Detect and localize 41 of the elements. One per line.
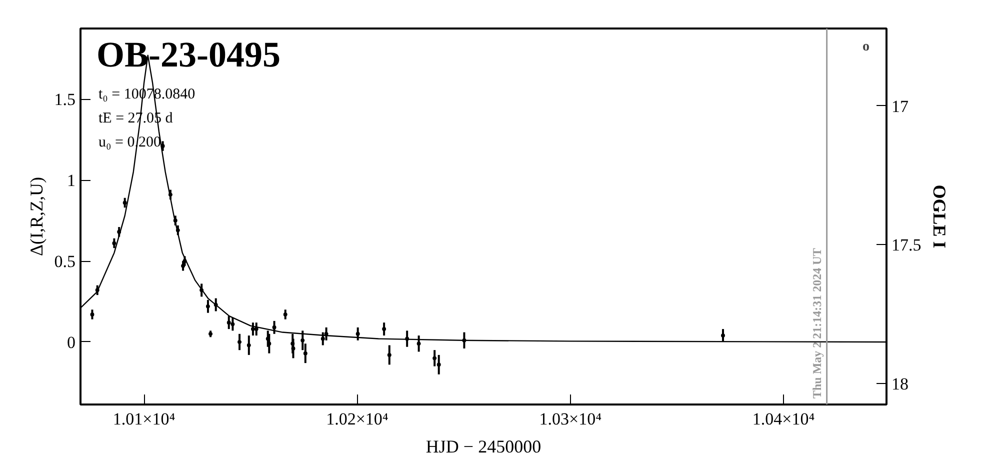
point bbox=[250, 327, 255, 332]
x-tick-label: 1.03×10⁴ bbox=[539, 410, 602, 428]
point bbox=[721, 334, 725, 338]
point bbox=[387, 352, 392, 357]
point bbox=[356, 332, 360, 336]
point bbox=[230, 322, 235, 326]
point bbox=[291, 346, 296, 350]
y-tick-label: 1 bbox=[67, 171, 76, 190]
x-tick-label: 1.04×10⁴ bbox=[752, 410, 815, 428]
x-axis-title: HJD − 2450000 bbox=[426, 436, 542, 456]
point bbox=[303, 351, 308, 356]
x-tick-label: 1.01×10⁴ bbox=[112, 410, 176, 428]
point bbox=[320, 336, 325, 341]
y-tick-label: 0 bbox=[67, 332, 76, 352]
point bbox=[181, 264, 186, 268]
y-tick-label: 1.5 bbox=[54, 90, 76, 110]
y-tick-label: 0.5 bbox=[54, 252, 76, 272]
point bbox=[283, 312, 288, 316]
point bbox=[246, 343, 251, 348]
y2-tick-label: 18 bbox=[892, 374, 908, 394]
annotation: OB-23-0495 bbox=[96, 34, 280, 74]
point bbox=[290, 342, 295, 346]
point bbox=[90, 312, 94, 316]
y2-tick-label: 17.5 bbox=[892, 236, 922, 255]
point bbox=[206, 304, 210, 308]
point bbox=[272, 325, 276, 330]
point bbox=[112, 241, 116, 246]
y2-tick-label: 17 bbox=[892, 96, 909, 116]
y-axis-title: Δ(I,R,Z,U) bbox=[26, 176, 46, 256]
point bbox=[122, 200, 127, 205]
annotation: Thu May 2 21:14:31 2024 UT bbox=[810, 248, 824, 398]
point bbox=[300, 338, 305, 342]
point bbox=[254, 327, 258, 332]
point bbox=[382, 327, 386, 332]
point bbox=[432, 356, 437, 360]
y2-axis-title: OGLE I bbox=[929, 184, 950, 248]
x-tick-label: 1.02×10⁴ bbox=[326, 410, 388, 428]
point bbox=[416, 342, 421, 346]
point bbox=[436, 362, 441, 367]
annotation: o bbox=[862, 40, 870, 54]
point bbox=[226, 320, 231, 325]
